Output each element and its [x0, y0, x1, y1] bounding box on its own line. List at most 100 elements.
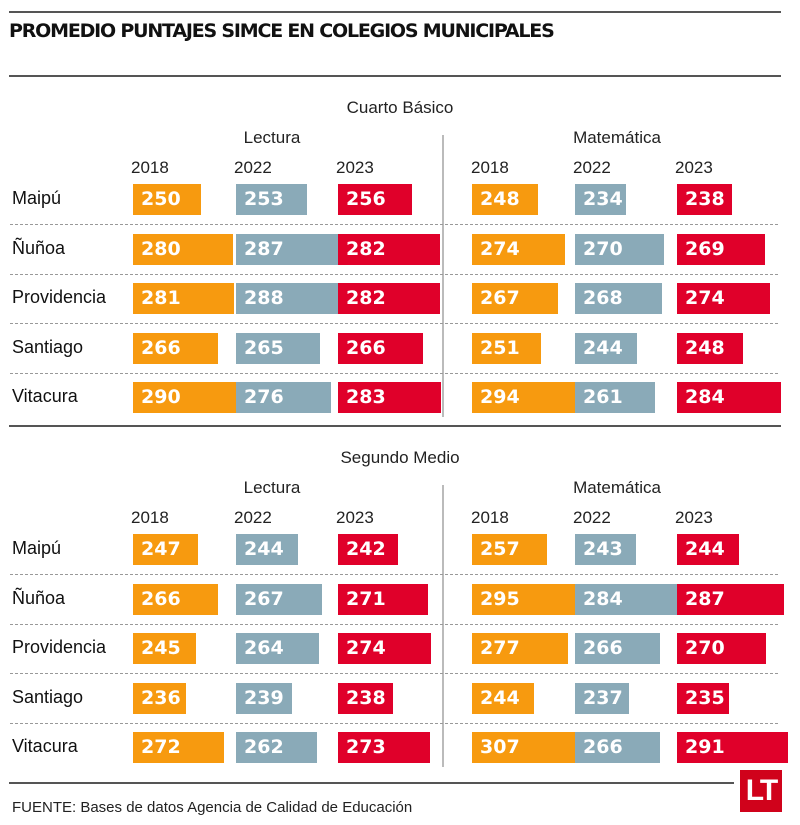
- score-bar: 257: [472, 534, 548, 565]
- score-bar: 262: [236, 732, 317, 763]
- year-label: 2018: [471, 158, 509, 177]
- score-bar: 270: [575, 233, 664, 265]
- score-bar: 277: [472, 633, 569, 664]
- year-label: 2023: [675, 508, 713, 527]
- year-label: 2022: [234, 158, 272, 177]
- score-bar: 266: [575, 732, 660, 763]
- school-label: Providencia: [12, 637, 107, 657]
- score-bar: 284: [575, 583, 679, 615]
- year-label: 2023: [336, 158, 374, 177]
- score-bar: 244: [575, 332, 637, 364]
- score-bar: 242: [338, 534, 398, 565]
- section-title: Segundo Medio: [340, 448, 460, 467]
- school-label: Providencia: [12, 287, 107, 307]
- year-label: 2022: [573, 158, 611, 177]
- top-rule: [9, 11, 781, 13]
- school-label: Santiago: [12, 336, 84, 357]
- row-separator: [10, 372, 778, 374]
- score-bar: 268: [575, 283, 662, 314]
- year-label: 2018: [131, 158, 169, 177]
- score-bar: 236: [133, 682, 187, 714]
- score-bar: 239: [236, 682, 293, 714]
- chart-title: PROMEDIO PUNTAJES SIMCE EN COLEGIOS MUNI…: [9, 20, 555, 42]
- school-label: Ñuñoa: [12, 237, 66, 258]
- footer-rule: [9, 782, 734, 784]
- school-label: Ñuñoa: [12, 587, 66, 608]
- lt-logo: LT: [740, 770, 782, 812]
- row-separator: [10, 722, 778, 724]
- score-bar: 272: [133, 732, 225, 763]
- score-bar: 290: [133, 382, 243, 413]
- score-bar: 282: [338, 283, 440, 314]
- score-bar: 282: [338, 233, 440, 265]
- score-bar: 267: [472, 283, 558, 314]
- score-bar: 287: [236, 233, 343, 265]
- score-bar: 244: [236, 534, 298, 565]
- section-rule: [9, 425, 781, 427]
- score-bar: 253: [236, 184, 308, 215]
- subject-label: Matemática: [573, 478, 661, 497]
- score-bar: 274: [677, 283, 771, 314]
- score-bar: 281: [133, 283, 234, 314]
- score-bar: 256: [338, 184, 413, 215]
- school-label: Santiago: [12, 686, 84, 707]
- score-bar: 291: [677, 732, 789, 763]
- score-bar: 267: [236, 583, 322, 615]
- score-bar: 250: [133, 184, 201, 215]
- score-bar: 247: [133, 534, 198, 565]
- score-bar: 274: [338, 633, 432, 664]
- row-separator: [10, 574, 778, 575]
- subject-label: Lectura: [243, 478, 301, 497]
- score-bar: 265: [236, 332, 320, 364]
- subject-label: Matemática: [573, 128, 661, 147]
- score-bar: 248: [677, 332, 743, 364]
- section-title: Cuarto Básico: [346, 98, 454, 117]
- score-bar: 284: [677, 382, 781, 413]
- year-label: 2023: [675, 158, 713, 177]
- column-divider: [442, 485, 444, 767]
- score-bar: 274: [472, 233, 566, 265]
- score-bar: 237: [575, 682, 630, 714]
- row-separator: [10, 273, 778, 275]
- score-bar: 266: [575, 633, 660, 664]
- school-label: Maipú: [12, 188, 62, 208]
- year-label: 2018: [471, 508, 509, 527]
- column-divider: [442, 135, 444, 417]
- year-label: 2023: [336, 508, 374, 527]
- score-bar: 280: [133, 233, 233, 265]
- score-bar: 266: [133, 583, 218, 615]
- score-bar: 295: [472, 583, 588, 615]
- score-bar: 238: [677, 184, 733, 215]
- score-bar: 244: [472, 682, 534, 714]
- score-bar: 276: [236, 382, 332, 413]
- row-separator: [10, 673, 778, 674]
- score-bar: 243: [575, 534, 636, 565]
- score-bar: 270: [677, 633, 766, 664]
- score-bar: 264: [236, 633, 319, 664]
- school-label: Maipú: [12, 538, 62, 558]
- score-bar: 283: [338, 382, 441, 413]
- score-bar: 287: [677, 583, 784, 615]
- source-note: FUENTE: Bases de datos Agencia de Calida…: [12, 799, 413, 816]
- subject-label: Lectura: [243, 128, 301, 147]
- school-label: Vitacura: [12, 386, 78, 406]
- score-bar: 245: [133, 633, 196, 664]
- score-bar: 251: [472, 332, 542, 364]
- score-bar: 288: [236, 283, 344, 314]
- score-bar: 244: [677, 534, 739, 565]
- score-bar: 248: [472, 184, 538, 215]
- row-separator: [10, 323, 778, 324]
- score-bar: 271: [338, 583, 429, 615]
- row-separator: [10, 224, 778, 225]
- school-label: Vitacura: [12, 736, 78, 756]
- title-rule: [9, 75, 781, 77]
- score-bar: 235: [677, 682, 730, 714]
- year-label: 2018: [131, 508, 169, 527]
- score-bar: 234: [575, 184, 627, 215]
- score-bar: 261: [575, 382, 655, 413]
- year-label: 2022: [234, 508, 272, 527]
- row-separator: [10, 623, 778, 625]
- score-bar: 266: [133, 332, 218, 364]
- score-bar: 269: [677, 233, 765, 265]
- score-bar: 238: [338, 682, 394, 714]
